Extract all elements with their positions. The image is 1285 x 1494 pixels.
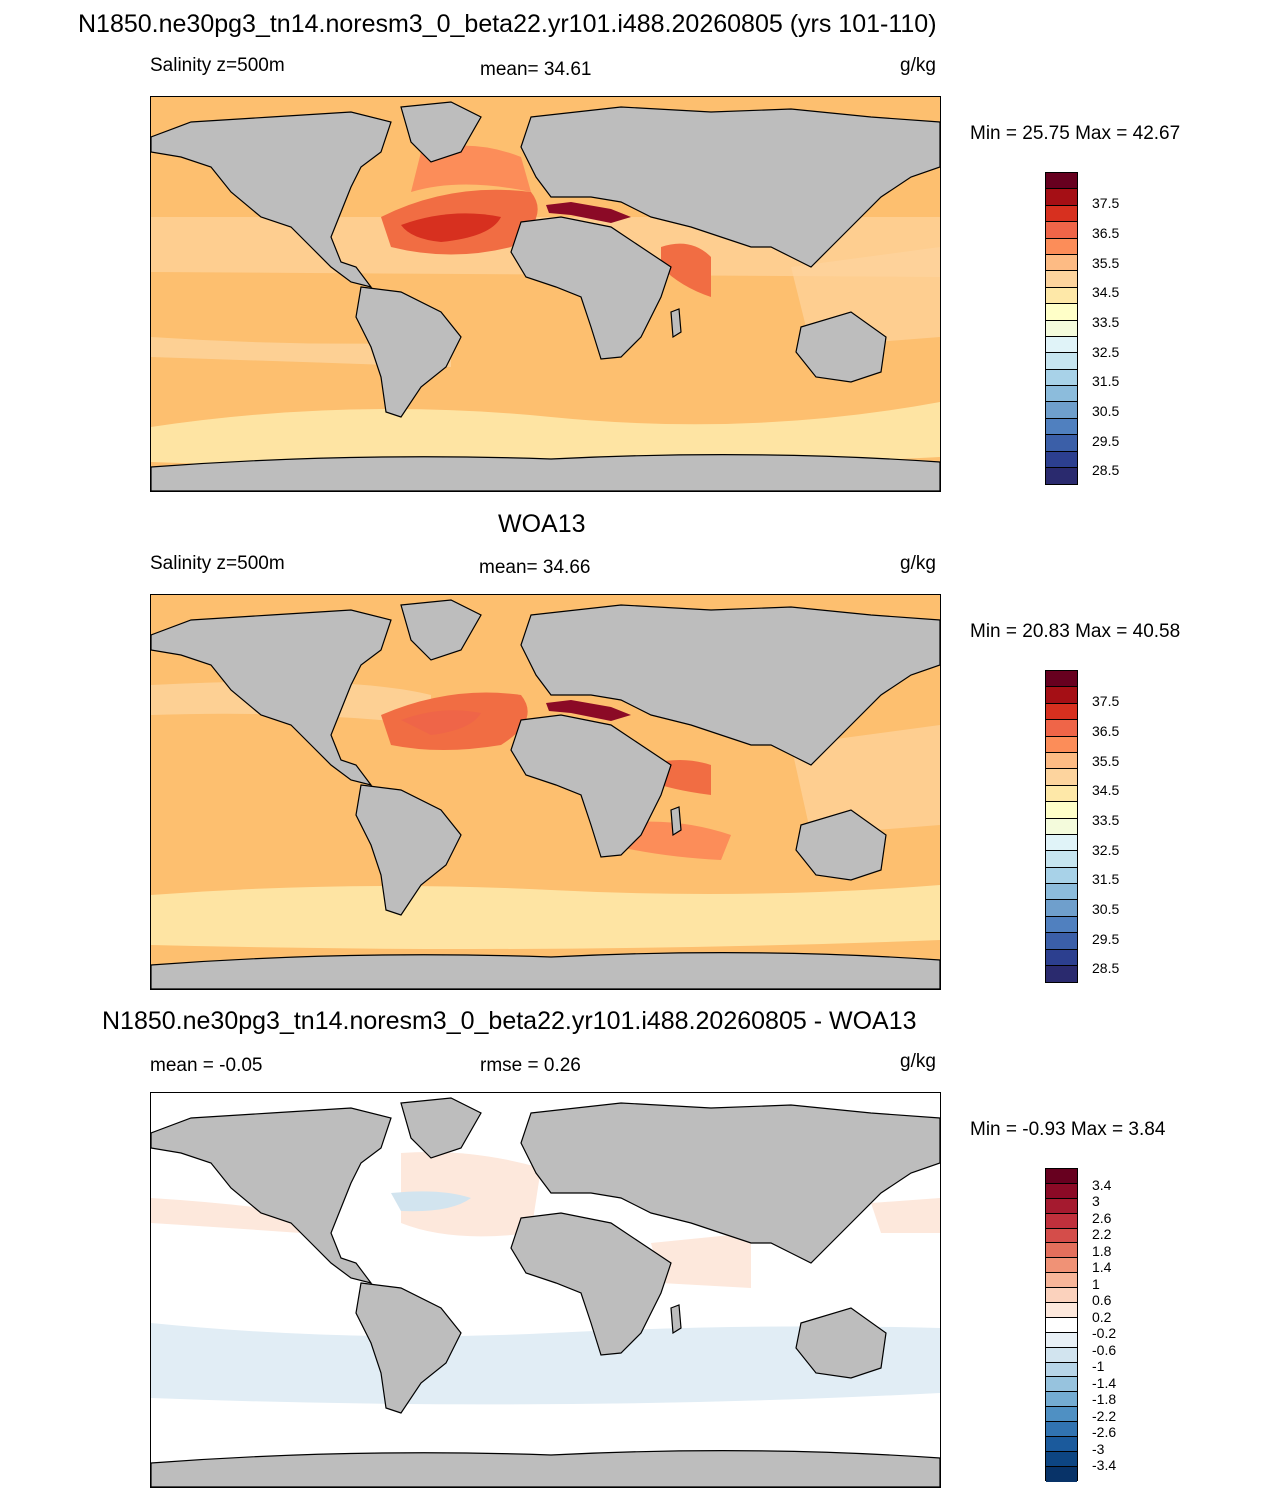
colorbar-tick: 34.5: [1092, 782, 1120, 798]
colorbar-tick: -2.2: [1092, 1408, 1117, 1424]
colorbar-tick: 30.5: [1092, 403, 1120, 419]
southern-ocean-band: [151, 402, 940, 469]
panel2-colorbar: [1045, 670, 1078, 983]
colorbar-tick: 31.5: [1092, 871, 1120, 887]
mediterranean-high: [546, 202, 631, 223]
colorbar-tick: 0.6: [1092, 1292, 1112, 1308]
colorbar-tick: 3: [1092, 1193, 1100, 1209]
panel2-mean-label: mean= 34.66: [479, 557, 591, 578]
colorbar-tick: 28.5: [1092, 960, 1120, 976]
north-america: [151, 111, 392, 288]
colorbar-tick: 1.4: [1092, 1259, 1112, 1275]
panel2-salinity-map: [150, 594, 941, 990]
panel2-variable-label: Salinity z=500m: [150, 553, 285, 574]
panel1-salinity-map: [150, 96, 941, 492]
colorbar-tick: 37.5: [1092, 195, 1120, 211]
colorbar-tick: 2.6: [1092, 1210, 1112, 1226]
panel1-minmax: Min = 25.75 Max = 42.67: [970, 123, 1181, 144]
colorbar-tick: 35.5: [1092, 255, 1120, 271]
colorbar-tick: 33.5: [1092, 314, 1120, 330]
colorbar-tick: 2.2: [1092, 1226, 1112, 1242]
colorbar-tick: 29.5: [1092, 433, 1120, 449]
colorbar-tick: 34.5: [1092, 284, 1120, 300]
colorbar-tick: 32.5: [1092, 344, 1120, 360]
panel3-colorbar: [1045, 1168, 1078, 1482]
panel1-colorbar: [1045, 172, 1078, 485]
colorbar-tick: -3.4: [1092, 1457, 1117, 1473]
panel3-rmse-label: rmse = 0.26: [480, 1055, 581, 1076]
panel3-title: N1850.ne30pg3_tn14.noresm3_0_beta22.yr10…: [102, 1007, 917, 1035]
colorbar-tick: 31.5: [1092, 373, 1120, 389]
colorbar-tick: -1: [1092, 1358, 1105, 1374]
australia: [795, 311, 887, 383]
colorbar-tick: 33.5: [1092, 812, 1120, 828]
page-title: N1850.ne30pg3_tn14.noresm3_0_beta22.yr10…: [78, 10, 937, 38]
colorbar-tick: 32.5: [1092, 842, 1120, 858]
panel2-title: WOA13: [498, 510, 586, 538]
panel1-mean-label: mean= 34.61: [480, 59, 592, 80]
colorbar-tick: -1.4: [1092, 1375, 1117, 1391]
colorbar-tick: 28.5: [1092, 462, 1120, 478]
south-america: [355, 286, 462, 418]
greenland: [400, 101, 482, 163]
colorbar-tick: -1.8: [1092, 1391, 1117, 1407]
colorbar-tick: 35.5: [1092, 753, 1120, 769]
colorbar-tick: 30.5: [1092, 901, 1120, 917]
colorbar-tick: 29.5: [1092, 931, 1120, 947]
colorbar-tick: -0.2: [1092, 1325, 1117, 1341]
panel3-units: g/kg: [900, 1051, 936, 1072]
antarctica: [151, 454, 940, 491]
madagascar: [670, 308, 682, 339]
colorbar-tick: -3: [1092, 1441, 1105, 1457]
eurasia: [520, 106, 940, 268]
panel3-minmax: Min = -0.93 Max = 3.84: [970, 1119, 1166, 1140]
colorbar-tick: 36.5: [1092, 225, 1120, 241]
panel2-units: g/kg: [900, 553, 936, 574]
colorbar-tick: 3.4: [1092, 1177, 1112, 1193]
panel1-units: g/kg: [900, 55, 936, 76]
panel3-difference-map: [150, 1092, 941, 1488]
panel3-mean-label: mean = -0.05: [150, 1055, 263, 1076]
colorbar-tick: -0.6: [1092, 1342, 1117, 1358]
colorbar-tick: 1.8: [1092, 1243, 1112, 1259]
colorbar-tick: 0.2: [1092, 1309, 1112, 1325]
colorbar-tick: -2.6: [1092, 1424, 1117, 1440]
panel2-minmax: Min = 20.83 Max = 40.58: [970, 621, 1181, 642]
colorbar-tick: 36.5: [1092, 723, 1120, 739]
panel1-variable-label: Salinity z=500m: [150, 55, 285, 76]
colorbar-tick: 1: [1092, 1276, 1100, 1292]
colorbar-tick: 37.5: [1092, 693, 1120, 709]
africa: [510, 216, 672, 360]
